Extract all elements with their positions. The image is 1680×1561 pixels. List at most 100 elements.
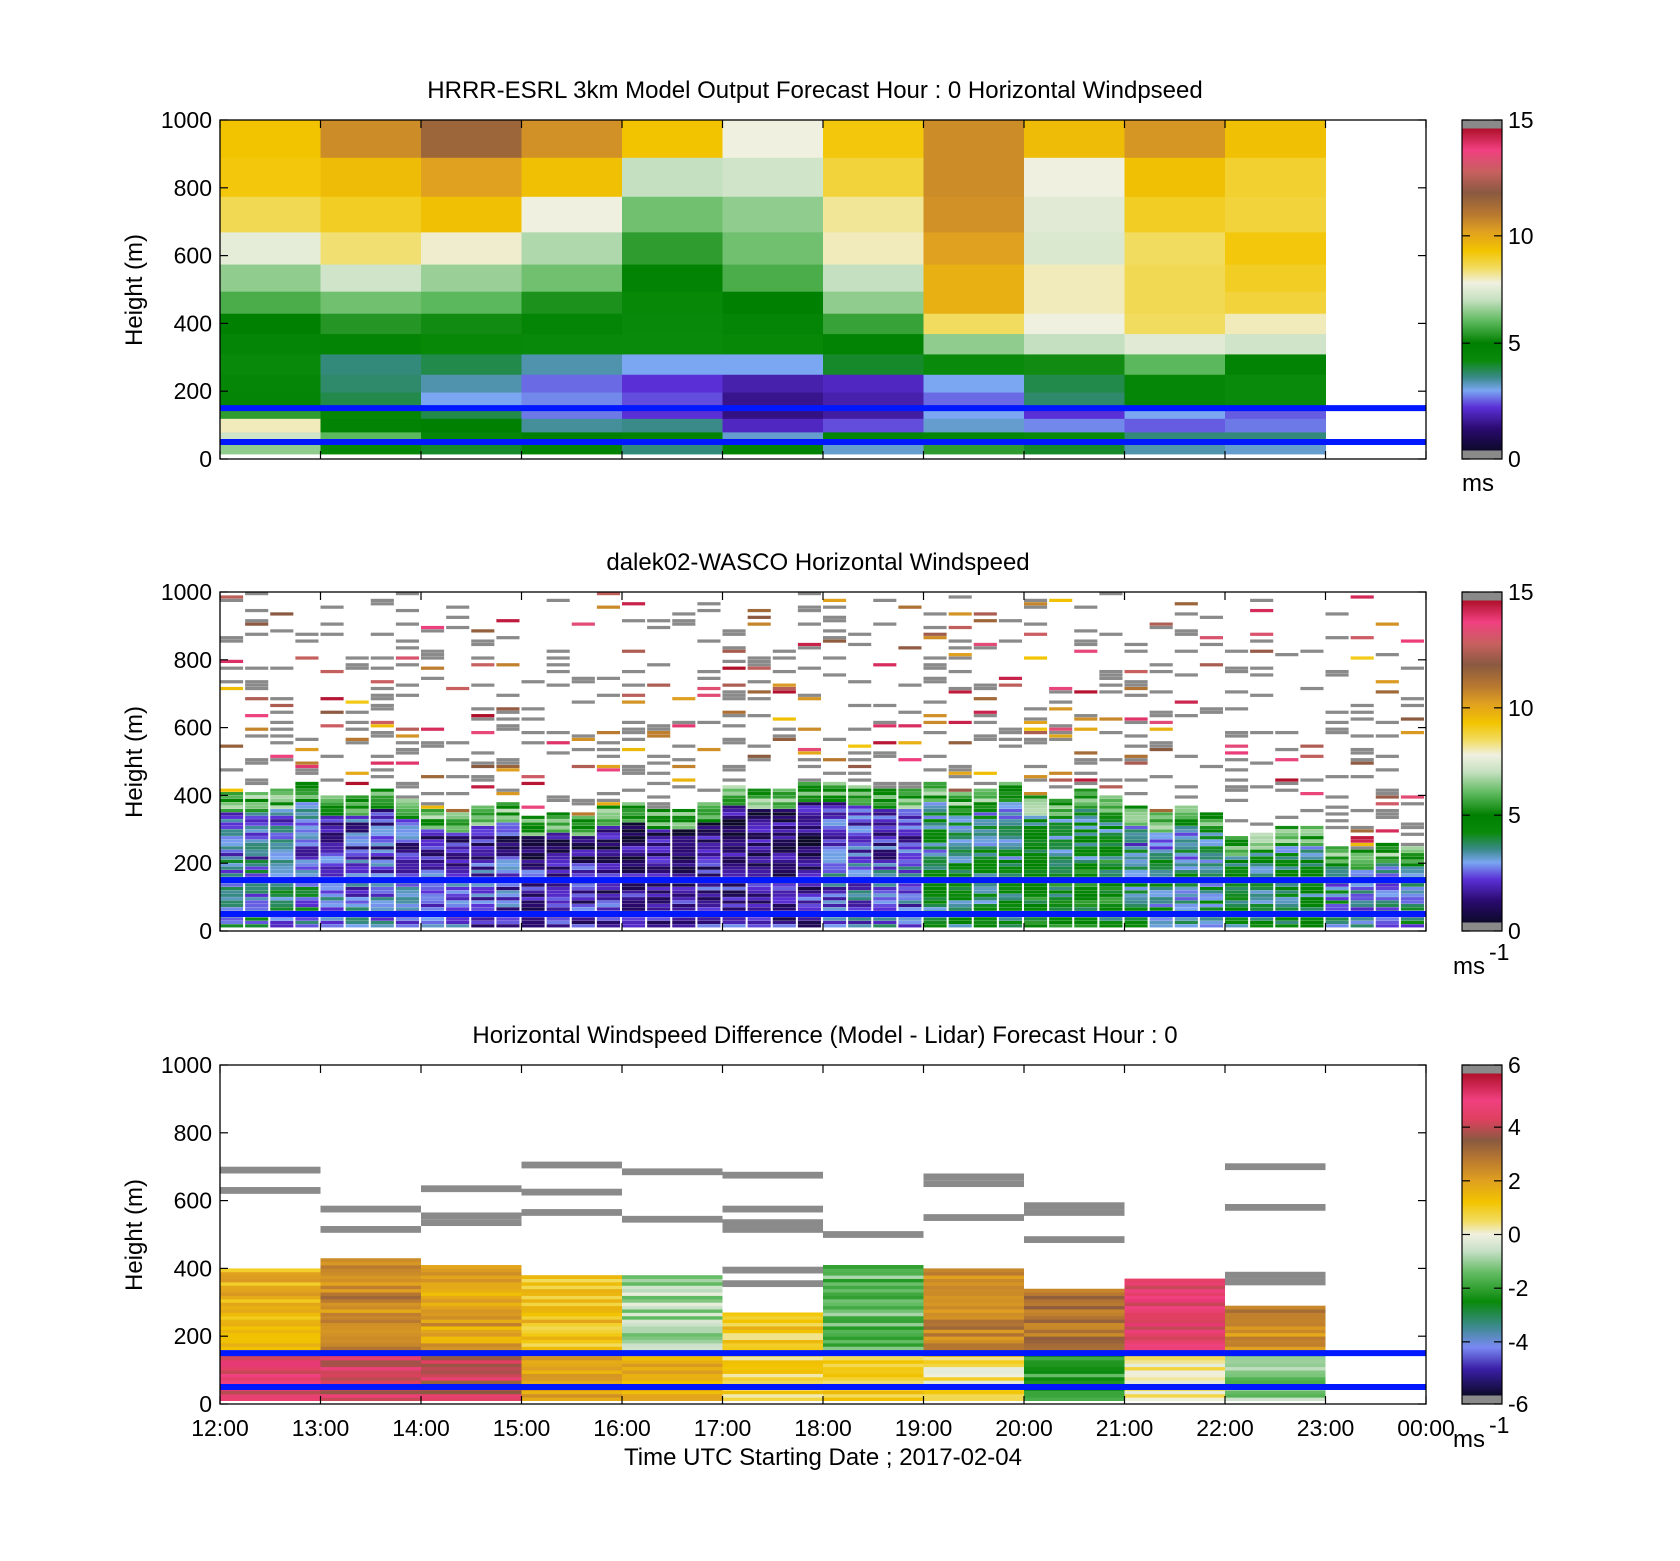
x-tick-label: 12:00	[191, 1415, 249, 1441]
heatmap-cell	[747, 798, 771, 803]
heatmap-cell	[722, 353, 824, 375]
heatmap-cell	[245, 853, 269, 857]
heatmap-cell	[622, 649, 646, 653]
heatmap-cell	[1024, 1202, 1125, 1210]
heatmap-cell	[998, 795, 1022, 799]
heatmap-cell	[898, 883, 922, 887]
heatmap-cell	[772, 836, 796, 840]
heatmap-cell	[220, 264, 321, 292]
heatmap-cell	[1250, 836, 1274, 840]
heatmap-cell	[1024, 1336, 1125, 1340]
heatmap-cell	[797, 812, 821, 816]
heatmap-cell	[1124, 1319, 1225, 1324]
heatmap-cell	[647, 842, 671, 847]
heatmap-cell	[1124, 418, 1226, 433]
heatmap-cell	[270, 727, 294, 731]
heatmap-cell	[1375, 768, 1399, 772]
heatmap-cell	[722, 1380, 823, 1385]
heatmap-cell	[1124, 1373, 1225, 1378]
heatmap-cell	[421, 1359, 522, 1364]
heatmap-cell	[1400, 920, 1424, 925]
heatmap-cell	[1350, 917, 1374, 921]
heatmap-cell	[1300, 883, 1324, 887]
heatmap-cell	[923, 893, 947, 897]
heatmap-cell	[772, 890, 796, 894]
heatmap-cell	[622, 1305, 723, 1310]
heatmap-cell	[722, 1322, 823, 1327]
heatmap-cell	[898, 724, 922, 728]
heatmap-cell	[1024, 1329, 1125, 1334]
heatmap-cell	[1099, 798, 1123, 803]
heatmap-cell	[722, 1370, 823, 1374]
heatmap-cell	[973, 886, 997, 891]
heatmap-cell	[1174, 815, 1198, 819]
heatmap-cell	[772, 849, 796, 853]
heatmap-cell	[797, 842, 821, 847]
heatmap-cell	[220, 392, 321, 407]
heatmap-cell	[998, 842, 1022, 847]
heatmap-cell	[320, 1288, 421, 1293]
heatmap-cell	[873, 836, 897, 840]
heatmap-cell	[220, 802, 244, 806]
panel-model-reference-lines	[220, 405, 1426, 446]
heatmap-cell	[521, 883, 545, 887]
heatmap-cell	[421, 856, 445, 860]
heatmap-cell	[245, 846, 269, 850]
heatmap-cell	[672, 785, 696, 789]
heatmap-cell	[1124, 1370, 1225, 1374]
heatmap-cell	[1375, 815, 1399, 819]
heatmap-cell	[797, 781, 821, 786]
heatmap-cell	[421, 900, 445, 904]
heatmap-cell	[1174, 812, 1198, 816]
heatmap-cell	[1099, 592, 1123, 596]
heatmap-cell	[948, 775, 972, 779]
heatmap-cell	[295, 815, 319, 819]
heatmap-cell	[647, 846, 671, 850]
heatmap-cell	[923, 812, 947, 816]
heatmap-cell	[320, 1356, 421, 1361]
heatmap-cell	[421, 1309, 522, 1313]
heatmap-cell	[1149, 853, 1173, 857]
x-tick-label: 13:00	[292, 1415, 350, 1441]
heatmap-cell	[722, 196, 824, 233]
heatmap-cell	[1199, 924, 1223, 928]
heatmap-cell	[270, 802, 294, 806]
heatmap-cell	[320, 778, 344, 782]
heatmap-cell	[697, 846, 721, 850]
heatmap-cell	[1225, 1346, 1326, 1351]
heatmap-cell	[1350, 636, 1374, 640]
heatmap-cell	[697, 808, 721, 813]
heatmap-cell	[747, 744, 771, 748]
heatmap-cell	[596, 764, 620, 769]
panel-difference: Horizontal Windspeed Difference (Model -…	[121, 1022, 1529, 1471]
panel-model-y-label: Height (m)	[121, 234, 148, 346]
heatmap-cell	[1275, 890, 1299, 894]
heatmap-cell	[1350, 808, 1374, 813]
heatmap-cell	[345, 924, 369, 928]
y-tick-label: 800	[174, 175, 212, 201]
heatmap-cell	[596, 768, 620, 772]
heatmap-cell	[1049, 873, 1073, 877]
heatmap-cell	[1300, 808, 1324, 813]
heatmap-cell	[797, 920, 821, 925]
heatmap-cell	[395, 853, 419, 857]
heatmap-cell	[245, 619, 269, 623]
heatmap-cell	[797, 592, 821, 596]
heatmap-cell	[1049, 903, 1073, 908]
heatmap-cell	[370, 920, 394, 925]
colorbar-tick-label: 2	[1508, 1168, 1521, 1194]
heatmap-cell	[1024, 313, 1125, 335]
heatmap-cell	[1350, 710, 1374, 714]
heatmap-cell	[421, 920, 445, 925]
heatmap-cell	[923, 1390, 1024, 1395]
heatmap-cell	[1074, 890, 1098, 894]
heatmap-cell	[546, 663, 570, 667]
heatmap-cell	[245, 792, 269, 796]
heatmap-cell	[622, 1302, 723, 1307]
heatmap-cell	[320, 842, 344, 847]
heatmap-cell	[1300, 869, 1324, 874]
heatmap-cell	[823, 1278, 924, 1283]
heatmap-cell	[672, 778, 696, 782]
heatmap-cell	[923, 392, 1025, 407]
heatmap-cell	[622, 849, 646, 853]
